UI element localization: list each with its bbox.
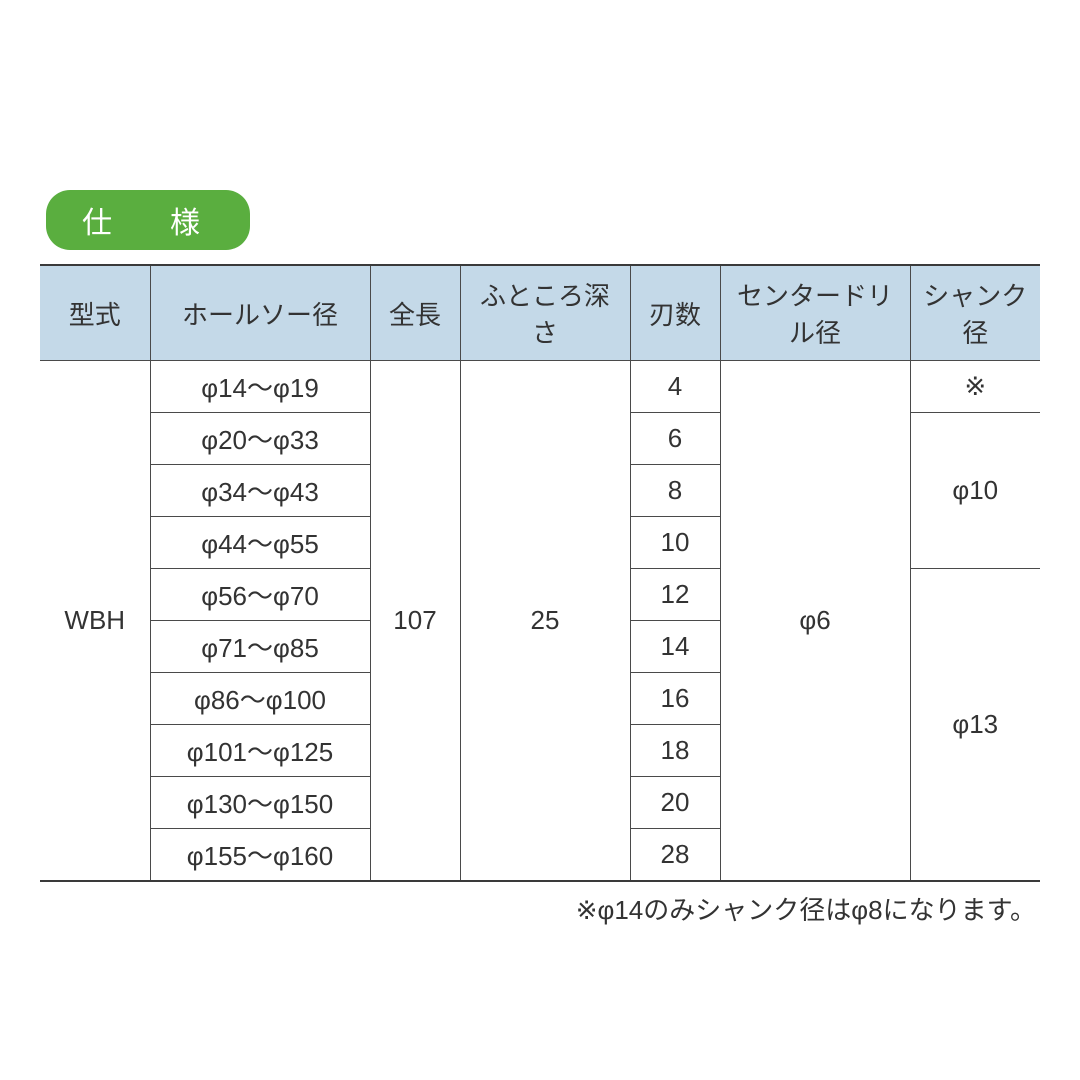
table-header-row: 型式 ホールソー径 全長 ふところ深さ 刃数 センタードリル径 シャンク径 [40,265,1040,361]
cell-center: φ6 [720,361,910,882]
cell-shank-1: φ10 [910,413,1040,569]
cell-holesaw: φ56～φ70 [150,569,370,621]
cell-holesaw: φ86～φ100 [150,673,370,725]
cell-blades: 6 [630,413,720,465]
header-blades: 刃数 [630,265,720,361]
cell-shank-2: φ13 [910,569,1040,882]
cell-holesaw: φ155～φ160 [150,829,370,882]
cell-blades: 16 [630,673,720,725]
cell-blades: 10 [630,517,720,569]
cell-holesaw: φ130～φ150 [150,777,370,829]
cell-holesaw: φ20～φ33 [150,413,370,465]
cell-holesaw: φ34～φ43 [150,465,370,517]
spec-badge: 仕 様 [46,190,250,250]
cell-length: 107 [370,361,460,882]
cell-blades: 14 [630,621,720,673]
cell-blades: 4 [630,361,720,413]
header-depth: ふところ深さ [460,265,630,361]
cell-holesaw: φ14～φ19 [150,361,370,413]
cell-holesaw: φ44～φ55 [150,517,370,569]
cell-blades: 12 [630,569,720,621]
cell-holesaw: φ71～φ85 [150,621,370,673]
cell-blades: 28 [630,829,720,882]
footnote: ※φ14のみシャンク径はφ8になります。 [40,890,1040,927]
cell-blades: 18 [630,725,720,777]
header-length: 全長 [370,265,460,361]
cell-blades: 8 [630,465,720,517]
cell-depth: 25 [460,361,630,882]
cell-holesaw: φ101～φ125 [150,725,370,777]
header-model: 型式 [40,265,150,361]
header-shank: シャンク径 [910,265,1040,361]
cell-blades: 20 [630,777,720,829]
cell-model: WBH [40,361,150,882]
header-center: センタードリル径 [720,265,910,361]
header-holesaw: ホールソー径 [150,265,370,361]
table-row: WBH φ14～φ19 107 25 4 φ6 ※ [40,361,1040,413]
spec-table: 型式 ホールソー径 全長 ふところ深さ 刃数 センタードリル径 シャンク径 WB… [40,264,1040,882]
cell-shank-note: ※ [910,361,1040,413]
